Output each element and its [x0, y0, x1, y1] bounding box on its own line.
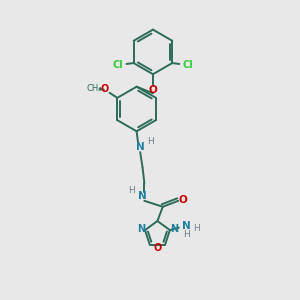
Text: N: N	[182, 221, 191, 231]
Text: CH₃: CH₃	[87, 83, 103, 92]
Text: O: O	[153, 243, 162, 253]
Text: Cl: Cl	[182, 59, 193, 70]
Text: N: N	[137, 224, 145, 234]
Text: N: N	[136, 142, 145, 152]
Text: H: H	[183, 230, 190, 239]
Text: O: O	[148, 85, 157, 95]
Text: Cl: Cl	[113, 59, 124, 70]
Text: H: H	[147, 137, 154, 146]
Text: H: H	[193, 224, 200, 233]
Text: N: N	[170, 224, 178, 234]
Text: N: N	[139, 191, 147, 201]
Text: H: H	[128, 186, 135, 195]
Text: O: O	[101, 84, 109, 94]
Text: O: O	[178, 195, 188, 205]
